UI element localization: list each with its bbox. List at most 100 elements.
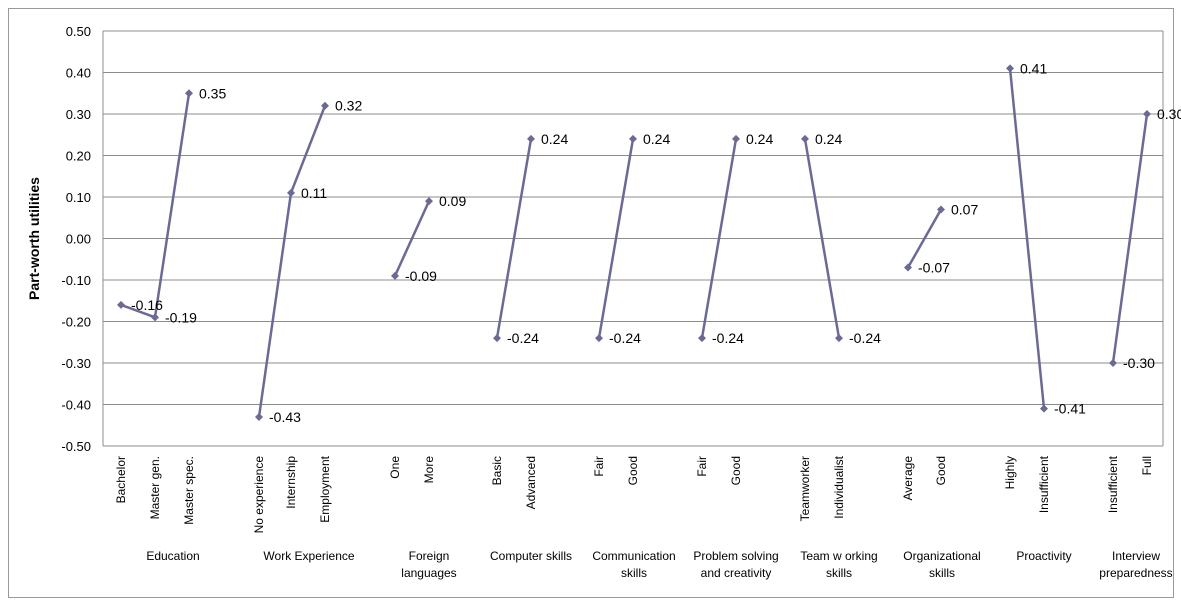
group-label: Work Experience [263,549,354,563]
data-point [801,134,809,143]
y-tick-label: 0.30 [66,107,91,122]
x-tick-label: Fair [592,456,606,477]
series-line [1111,113,1149,364]
group-label: and creativity [701,566,772,580]
x-tick-label: Insufficient [1106,455,1120,513]
data-label: 0.24 [746,131,773,147]
series-line [393,200,431,277]
data-point [493,334,501,343]
y-tick-label: 0.00 [66,232,91,247]
data-label: 0.35 [199,85,226,101]
data-point [1109,359,1117,367]
data-point [1006,64,1014,73]
data-label: 0.24 [643,131,670,147]
data-label: 0.30 [1157,106,1181,122]
series-line [495,138,533,339]
series-line [803,138,841,339]
series-line [257,105,327,418]
data-point [904,263,912,272]
data-point [732,134,740,143]
group-label: Team w orking [800,549,877,563]
series-line [597,138,635,339]
data-point [835,334,843,343]
data-point [287,188,295,197]
y-tick-label: -0.40 [61,398,91,413]
data-point [117,300,125,309]
y-tick-label: -0.50 [61,439,91,454]
data-point [1143,110,1151,118]
data-label: -0.09 [405,268,437,284]
y-tick-label: 0.40 [66,66,91,81]
data-label: -0.24 [507,330,539,346]
x-tick-label: Full [1140,456,1154,475]
data-label: -0.30 [1123,355,1155,371]
data-point [527,134,535,143]
data-label: 0.41 [1020,60,1047,76]
x-tick-label: Good [626,456,640,485]
data-point [321,101,329,110]
data-label: 0.07 [951,201,978,217]
x-tick-label: No experience [252,456,266,534]
x-tick-label: Average [901,456,915,501]
group-label: languages [401,566,456,580]
data-label: -0.07 [918,260,950,276]
data-label: -0.43 [269,409,301,425]
data-label: -0.24 [712,330,744,346]
y-tick-label: 0.50 [66,24,91,39]
group-label: Communication [592,549,675,563]
y-tick-label: -0.20 [61,315,91,330]
data-point [595,334,603,343]
data-point [629,134,637,143]
data-label: -0.24 [609,330,641,346]
y-axis-label: Part-worth utilities [26,177,42,300]
x-tick-label: More [422,456,436,484]
group-label: skills [929,566,955,580]
group-label: Interview [1112,549,1160,563]
x-tick-label: One [388,456,402,479]
data-point [255,412,263,421]
x-tick-label: Bachelor [114,456,128,503]
x-tick-label: Master spec. [182,456,196,525]
data-label: 0.11 [301,185,327,201]
group-label: preparedness [1099,566,1172,580]
x-tick-label: Insufficient [1037,455,1051,513]
data-point [937,205,945,214]
data-label: 0.24 [815,131,842,147]
group-label: Proactivity [1016,549,1071,563]
chart-frame [8,8,1174,598]
x-tick-label: Teamworker [798,456,812,521]
y-tick-label: -0.30 [61,356,91,371]
group-label: skills [621,566,647,580]
y-tick-label: -0.10 [61,273,91,288]
data-point [391,271,399,280]
x-tick-label: Fair [695,456,709,477]
data-point [425,197,433,206]
x-tick-label: Good [934,456,948,485]
data-point [698,334,706,343]
y-tick-label: 0.20 [66,149,91,164]
data-label: -0.19 [165,309,197,325]
series-line [906,208,943,269]
data-label: -0.16 [131,297,163,313]
x-tick-label: Master gen. [148,456,162,519]
y-tick-label: 0.10 [66,190,91,205]
data-point [185,89,193,98]
data-label: 0.32 [335,98,362,114]
x-tick-label: Advanced [524,456,538,509]
data-label: 0.09 [439,193,466,209]
series-line [700,138,738,339]
x-tick-label: Highly [1003,456,1017,489]
group-label: skills [826,566,852,580]
data-label: -0.41 [1054,401,1086,417]
group-label: Education [146,549,199,563]
data-point [1040,404,1048,413]
group-label: Foreign [409,549,450,563]
x-tick-label: Employment [318,455,332,522]
data-point [151,313,159,322]
x-tick-label: Individualist [832,455,846,518]
group-label: Computer skills [490,549,572,563]
x-tick-label: Internship [284,456,298,509]
series-line [1008,68,1046,409]
x-tick-label: Basic [490,456,504,485]
